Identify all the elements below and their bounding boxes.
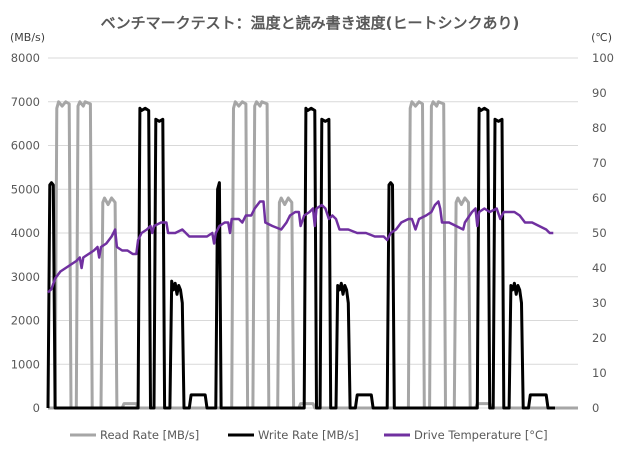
y-left-tick-label: 1000 [11, 357, 40, 371]
legend: Read Rate [MB/s] Write Rate [MB/s] Drive T… [70, 428, 548, 442]
y-left-tick-label: 6000 [11, 139, 40, 153]
read-rate-line [48, 100, 578, 410]
y-right-tick-label: 80 [592, 121, 607, 135]
y-right-tick-label: 0 [592, 401, 599, 415]
y-right-tick-label: 20 [592, 331, 607, 345]
gridlines [48, 57, 578, 409]
y-left-tick-label: 4000 [11, 226, 40, 240]
y-right-tick-label: 90 [592, 86, 607, 100]
y-left-tick-label: 7000 [11, 95, 40, 109]
y-right-tick-label: 50 [592, 226, 607, 240]
chart-title: ベンチマークテスト：温度と読み書き速度(ヒートシンクあり) [101, 14, 520, 32]
y-left-axis: 0 1000 2000 3000 4000 5000 6000 7000 8000 [11, 51, 40, 415]
legend-read-rate: Read Rate [MB/s] [70, 428, 199, 442]
y-left-tick-label: 8000 [11, 51, 40, 65]
y-right-axis: 0 10 20 30 40 50 60 70 80 90 100 [592, 51, 614, 415]
y-right-tick-label: 60 [592, 191, 607, 205]
legend-label: Write Rate [MB/s] [258, 428, 359, 442]
y-left-tick-label: 0 [33, 401, 40, 415]
write-rate-line [46, 106, 555, 410]
y-left-tick-label: 3000 [11, 270, 40, 284]
y-left-unit: (MB/s) [10, 31, 45, 44]
y-right-tick-label: 10 [592, 366, 607, 380]
drive-temperature-line [47, 200, 554, 294]
legend-label: Drive Temperature [°C] [414, 428, 548, 442]
series-layer [46, 100, 578, 410]
y-right-tick-label: 40 [592, 261, 607, 275]
y-right-unit: (℃) [591, 31, 612, 44]
y-left-tick-label: 5000 [11, 182, 40, 196]
legend-drive-temperature: Drive Temperature [°C] [384, 428, 548, 442]
legend-label: Read Rate [MB/s] [100, 428, 199, 442]
legend-write-rate: Write Rate [MB/s] [228, 428, 359, 442]
y-right-tick-label: 30 [592, 296, 607, 310]
y-right-tick-label: 100 [592, 51, 614, 65]
y-left-tick-label: 2000 [11, 314, 40, 328]
y-right-tick-label: 70 [592, 156, 607, 170]
